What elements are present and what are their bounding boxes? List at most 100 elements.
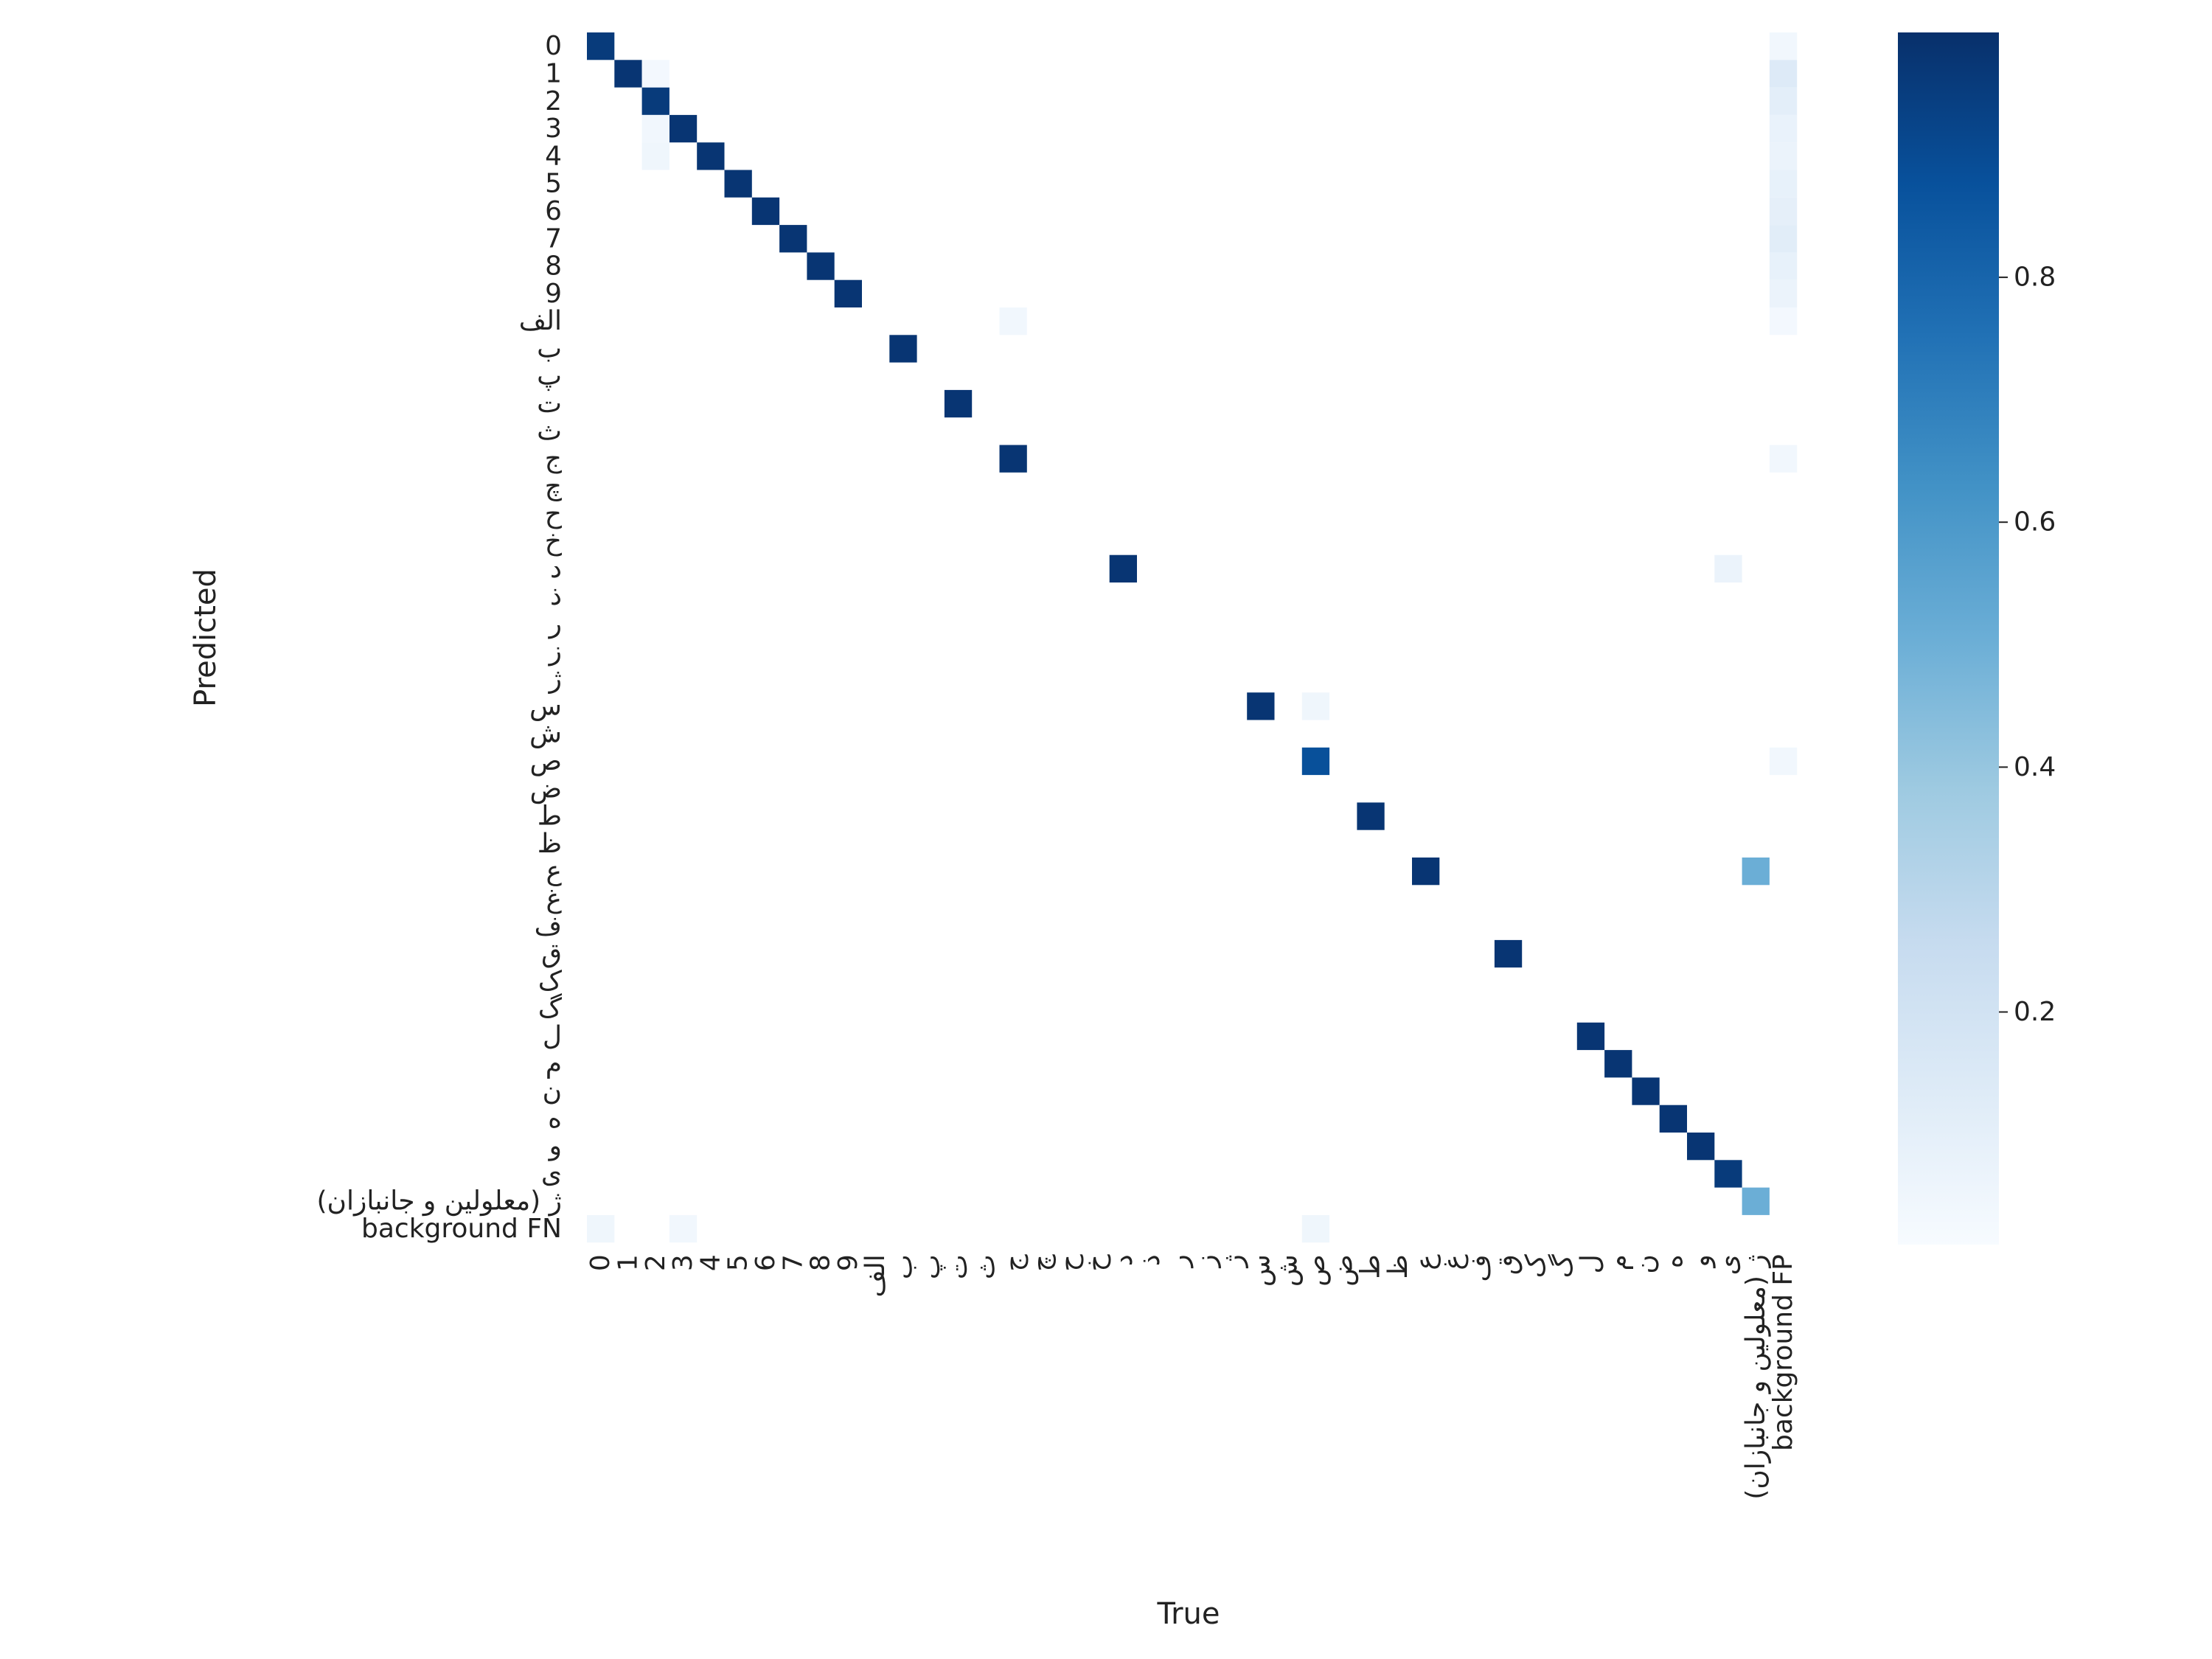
- heatmap-cell: [1769, 747, 1798, 776]
- y-tick-label: ن: [543, 1077, 562, 1107]
- y-tick-label: م: [546, 1048, 562, 1079]
- x-tick-label: 9: [833, 1254, 863, 1271]
- heatmap-cell: [614, 60, 642, 88]
- y-tick-label: ق: [541, 939, 562, 969]
- heatmap-cell: [999, 307, 1027, 335]
- y-axis-label: Predicted: [189, 568, 223, 707]
- y-tick-label: س: [529, 691, 562, 721]
- heatmap-cell: [587, 1214, 615, 1243]
- y-tick-label: ح: [545, 498, 563, 529]
- y-tick-label: ب: [537, 333, 562, 364]
- heatmap-cell: [834, 279, 862, 307]
- x-tick-label: background FP: [1768, 1254, 1798, 1451]
- y-tick-label: ی: [541, 1158, 562, 1189]
- heatmap-cell: [1301, 692, 1330, 720]
- y-tick-label: ط: [538, 801, 562, 832]
- y-tick-label: 7: [545, 223, 562, 254]
- y-tick-label: ع: [546, 856, 563, 886]
- x-tick-label: ن: [1631, 1254, 1661, 1273]
- y-tick-label: 2: [545, 86, 562, 116]
- y-tick-label: 9: [545, 279, 562, 309]
- x-tick-label: خ: [1081, 1253, 1111, 1271]
- heatmap-cell: [1769, 279, 1798, 307]
- heatmap-cell: [641, 60, 669, 88]
- y-tick-label: ج: [545, 444, 563, 474]
- x-tick-label: 3: [668, 1254, 698, 1271]
- y-tick-label: خ: [545, 526, 563, 557]
- heatmap-cell: [1357, 802, 1385, 830]
- x-tick-label: 5: [723, 1254, 754, 1271]
- x-tick-label: 6: [751, 1254, 781, 1271]
- x-tick-label: 0: [585, 1254, 616, 1271]
- x-tick-label: س: [1245, 1254, 1276, 1287]
- y-tick-label: 1: [545, 58, 562, 88]
- x-tick-label: ی: [1713, 1254, 1743, 1275]
- heatmap-cell: [1769, 307, 1798, 335]
- heatmap-cell: [1412, 858, 1440, 886]
- x-tick-label: ف: [1466, 1254, 1496, 1281]
- y-tick-label: 4: [545, 141, 562, 171]
- x-tick-label: ذ: [1135, 1254, 1166, 1266]
- heatmap-cells: [587, 32, 1798, 1243]
- x-tick-label: ق: [1493, 1254, 1523, 1275]
- colorbar: [1898, 32, 1999, 1245]
- heatmap-cell: [587, 32, 615, 60]
- x-tick-label: ب: [888, 1254, 919, 1279]
- colorbar-tick-label: 0.6: [2014, 507, 2056, 538]
- heatmap-cell: [999, 445, 1027, 473]
- heatmap-cell: [641, 142, 669, 170]
- heatmap-cell: [889, 335, 917, 363]
- x-tick-label: ت: [943, 1254, 973, 1279]
- colorbar-tick-label: 0.8: [2014, 262, 2056, 293]
- x-tick-label: 4: [695, 1254, 726, 1271]
- y-tick-label: 0: [545, 31, 562, 61]
- y-tick-label: ک: [538, 966, 563, 996]
- heatmap-cell: [1769, 252, 1798, 280]
- colorbar-tick-label: 0.2: [2014, 997, 2056, 1027]
- x-tick-label: ز: [1191, 1254, 1221, 1268]
- heatmap-cell: [669, 114, 698, 143]
- x-tick-label: ل: [1576, 1254, 1606, 1273]
- heatmap-cell: [1769, 170, 1798, 198]
- heatmap-cell: [1742, 858, 1770, 886]
- y-tick-label: 6: [545, 196, 562, 226]
- y-tick-label: غ: [546, 883, 563, 914]
- x-tick-label: الف: [860, 1254, 891, 1297]
- heatmap-cell: [724, 170, 752, 198]
- x-tick-label: 7: [778, 1254, 808, 1271]
- heatmap-cell: [1247, 692, 1275, 720]
- x-tick-label: د: [1108, 1254, 1138, 1266]
- heatmap-cell: [1109, 554, 1137, 582]
- heatmap-cell: [1742, 1187, 1770, 1215]
- x-tick-label: ح: [1053, 1253, 1083, 1271]
- colorbar-tick-label: 0.4: [2014, 752, 2056, 782]
- colorbar-ticks: 0.2 0.4 0.6 0.8: [1999, 262, 2056, 1027]
- y-tick-label: د: [550, 554, 562, 584]
- heatmap-cell: [1769, 142, 1798, 170]
- y-tick-label: ظ: [538, 829, 562, 859]
- x-tick-label: ژ: [1218, 1254, 1248, 1268]
- heatmap-cell: [1714, 554, 1742, 582]
- y-tick-label: ض: [529, 773, 562, 804]
- y-tick-label: ص: [529, 746, 562, 776]
- y-tick-label: 8: [545, 251, 562, 282]
- y-tick-label: 3: [545, 114, 562, 144]
- x-tick-label: ر: [1163, 1254, 1193, 1268]
- y-tick-label: و: [548, 1131, 562, 1161]
- x-tick-label: ه: [1658, 1254, 1688, 1268]
- y-tick-label: الف: [519, 306, 562, 336]
- x-tick-label: پ: [916, 1254, 946, 1279]
- y-tick-label: ه: [548, 1104, 562, 1134]
- y-tick-label: background FN: [361, 1214, 562, 1244]
- x-tick-label: غ: [1438, 1254, 1468, 1270]
- heatmap-cell: [697, 142, 725, 170]
- x-tick-label: 8: [806, 1254, 836, 1271]
- heatmap-cell: [641, 114, 669, 143]
- y-tick-label: ت: [537, 389, 562, 419]
- x-tick-label: ط: [1356, 1254, 1386, 1279]
- x-tick-label: ژ (معلولین و جانبازان): [1741, 1254, 1771, 1500]
- heatmap-cell: [1769, 60, 1798, 88]
- y-tick-label: گ: [538, 994, 563, 1024]
- heatmap-cell: [1769, 445, 1798, 473]
- y-tick-label: پ: [537, 361, 562, 392]
